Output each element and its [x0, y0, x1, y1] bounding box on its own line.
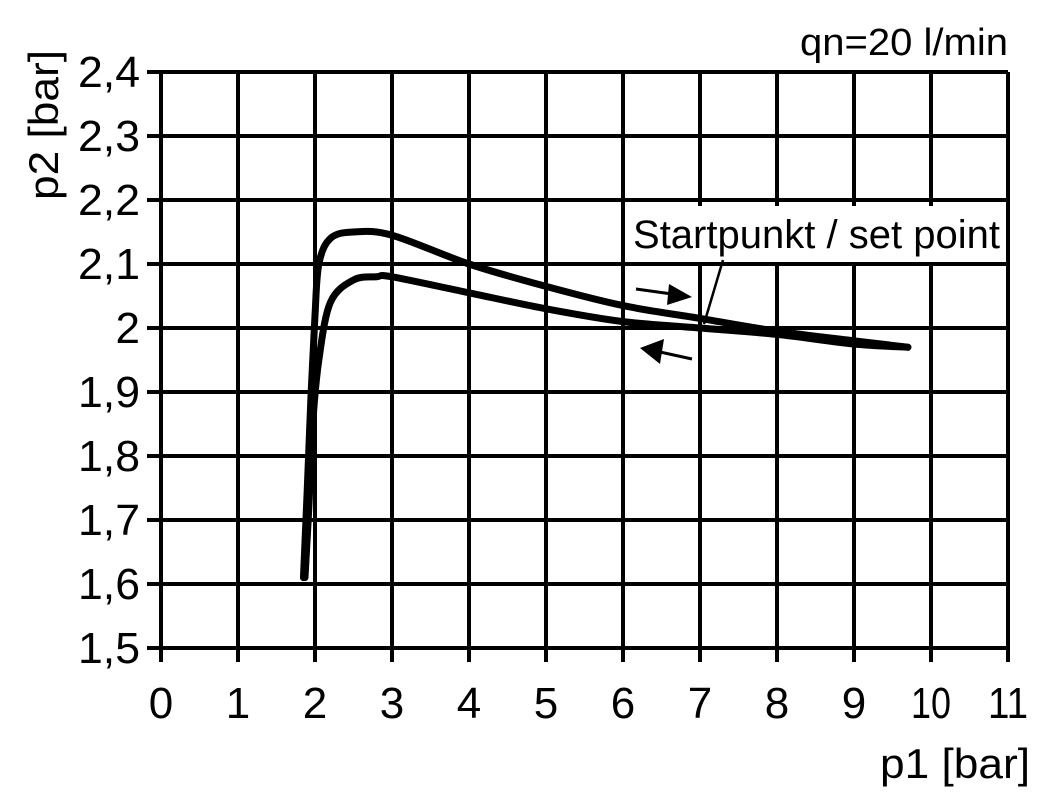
- arrow-increasing-shaft: [635, 287, 673, 296]
- x-tick-label: 4: [457, 679, 481, 728]
- y-tick-label: 2,3: [78, 112, 140, 161]
- x-tick-label: 9: [842, 679, 866, 728]
- curves: [299, 227, 912, 582]
- y-tick-label: 1,7: [78, 496, 140, 545]
- y-tick-label: 1,5: [78, 624, 140, 673]
- flow-rate-label: qn=20 l/min: [800, 22, 1008, 64]
- series-line-1: [299, 227, 912, 582]
- x-tick-label: 3: [380, 679, 404, 728]
- annotation-set-point: Startpunkt / set point: [633, 213, 1000, 257]
- arrow-increasing-head: [667, 284, 692, 305]
- y-tick-label: 2: [116, 304, 140, 353]
- arrow-decreasing-head: [640, 339, 664, 364]
- x-tick-label: 5: [534, 679, 558, 728]
- arrow-decreasing-shaft: [659, 350, 693, 361]
- y-tick-label: 2,2: [78, 176, 140, 225]
- x-tick-label: 7: [688, 679, 712, 728]
- x-tick-label: 11: [988, 679, 1028, 728]
- annotation-leader-line: [702, 259, 725, 325]
- y-axis-label: p2 [bar]: [20, 50, 67, 200]
- y-tick-label: 1,8: [78, 432, 140, 481]
- series-line-2: [301, 271, 912, 582]
- x-tick-label: 10: [911, 679, 951, 728]
- y-tick-label: 1,9: [78, 368, 140, 417]
- x-tick-label: 6: [611, 679, 635, 728]
- x-axis-label: p1 [bar]: [880, 740, 1030, 787]
- x-tick-label: 0: [149, 679, 173, 728]
- grid: [147, 70, 1010, 662]
- y-tick-label: 2,4: [78, 48, 140, 97]
- y-tick-label: 1,6: [78, 560, 140, 609]
- y-tick-labels: 1,5 1,6 1,7 1,8 1,9 2 2,1 2,2 2,3 2,4: [78, 48, 140, 673]
- direction-arrows: [635, 284, 693, 364]
- x-tick-labels: 0 1 2 3 4 5 6 7 8 9 10 11: [149, 679, 1028, 728]
- y-tick-label: 2,1: [78, 240, 140, 289]
- x-tick-label: 1: [226, 679, 250, 728]
- x-tick-label: 2: [303, 679, 327, 728]
- x-tick-label: 8: [765, 679, 789, 728]
- annotation-box: [628, 206, 1004, 262]
